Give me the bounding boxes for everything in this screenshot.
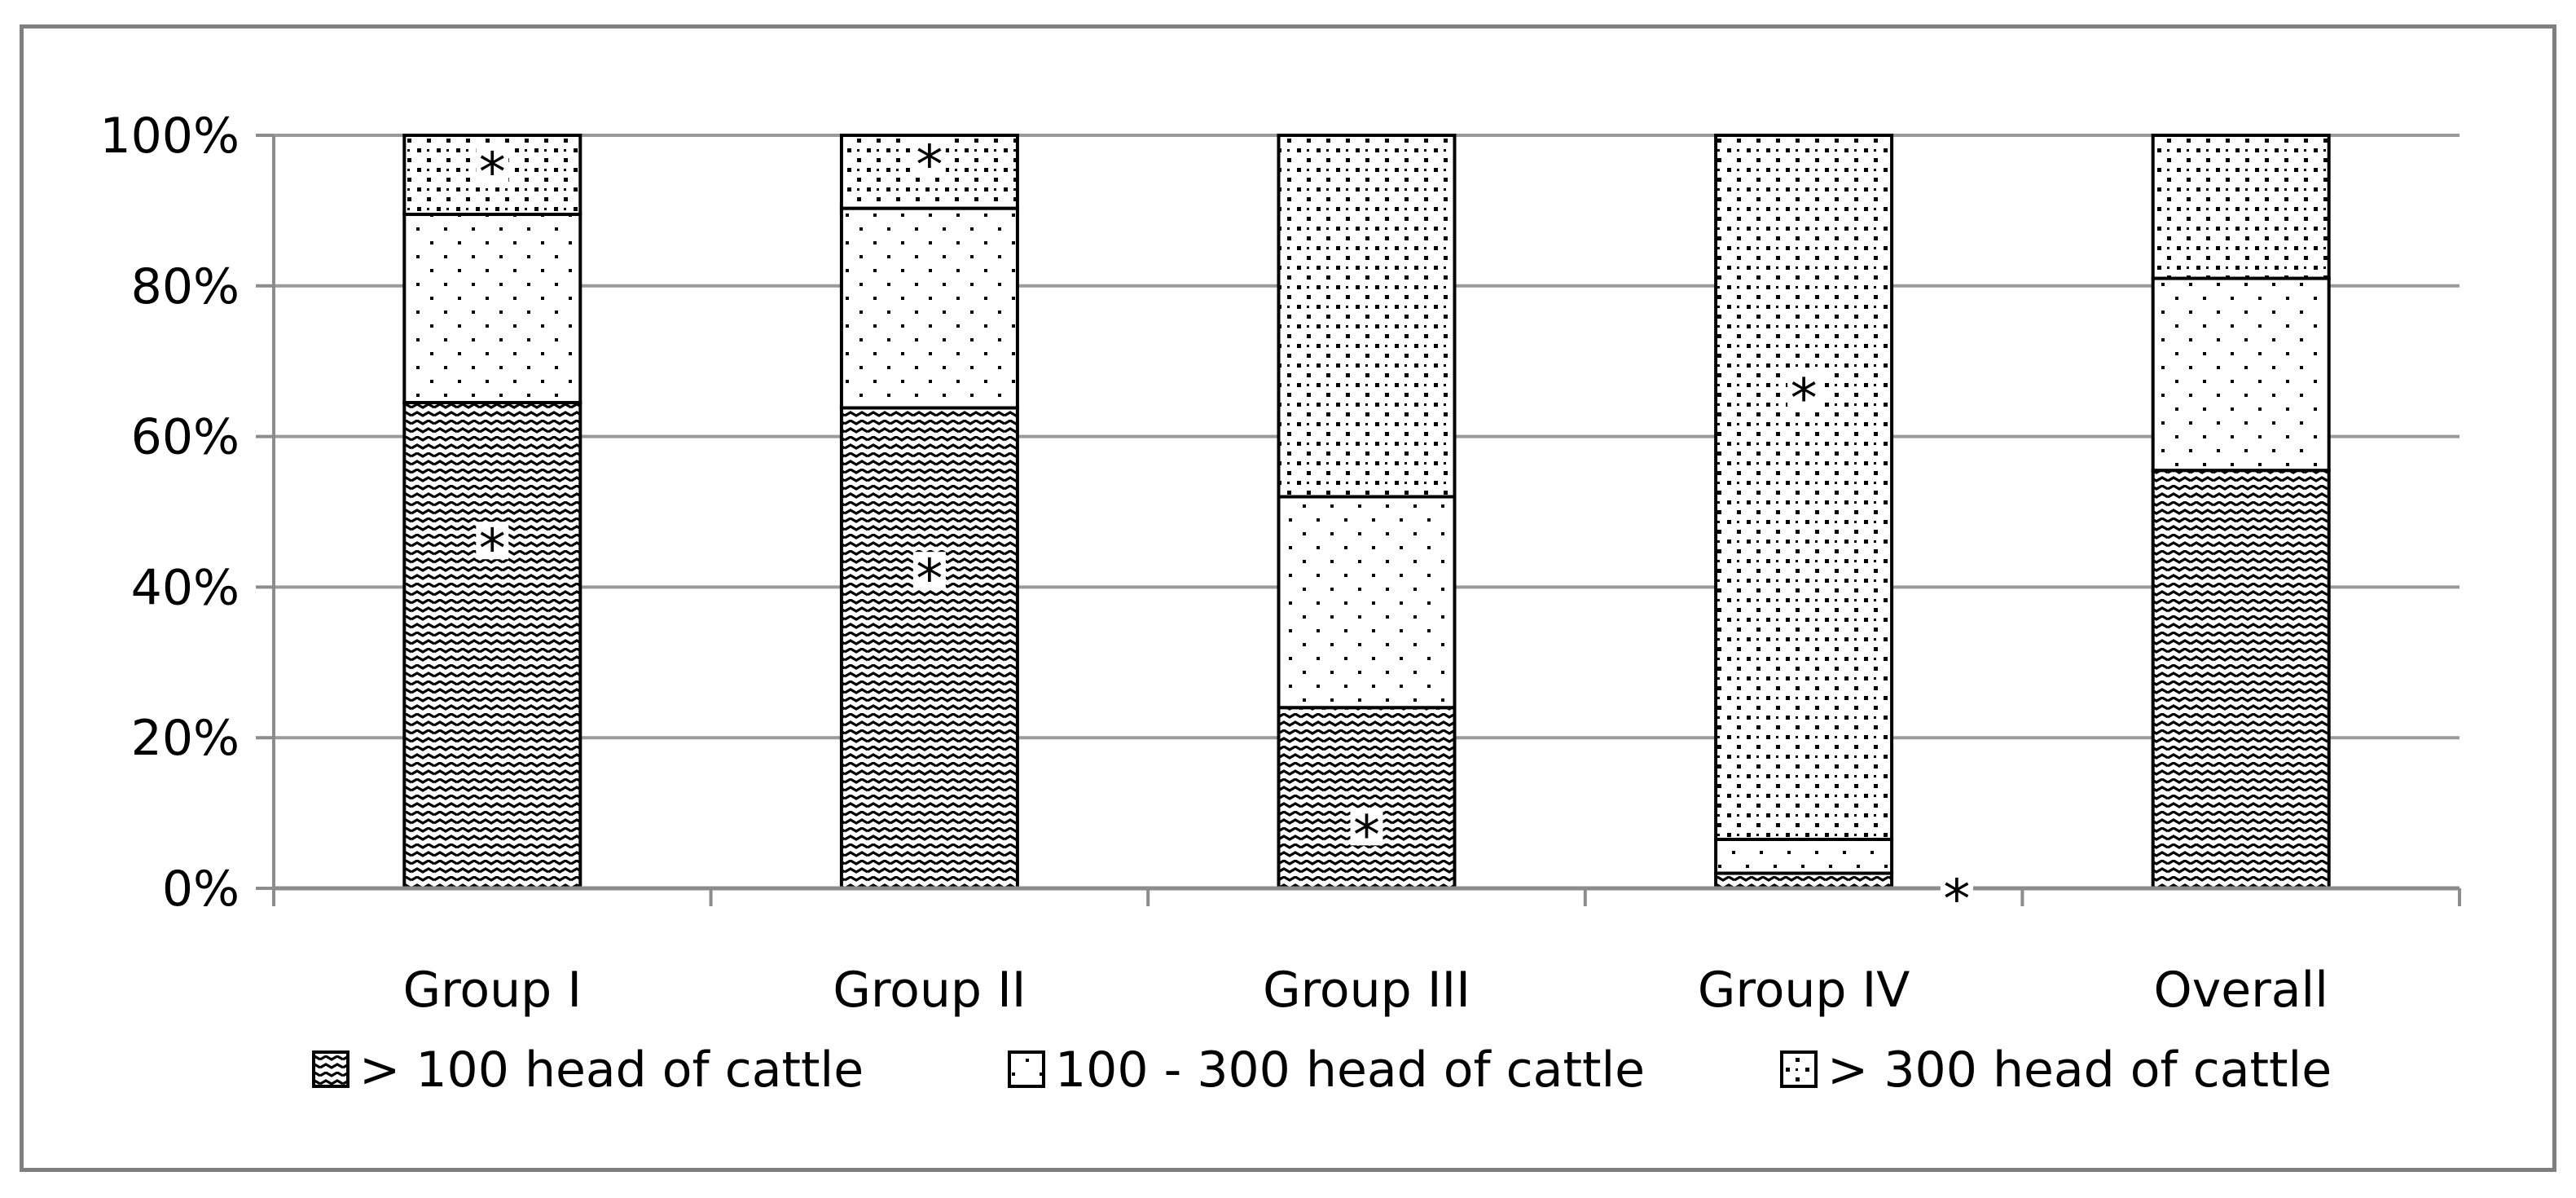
significance-marker: * (1943, 868, 1970, 931)
stacked-bar-chart: 0% 20% 40% 60% 80% 100% Group I Group II Group I… (99, 108, 2461, 1099)
marker-background (912, 137, 946, 175)
y-tick-label: 60% (131, 409, 240, 466)
significance-marker: * (916, 134, 943, 196)
marker-background (1350, 808, 1383, 846)
bar-stack (402, 134, 582, 890)
bar-segment (839, 206, 1019, 410)
x-tick-label: Group IV (1698, 962, 1910, 1019)
bar-stack (2151, 134, 2331, 890)
legend-swatch (312, 1050, 349, 1088)
marker-background (476, 145, 509, 183)
bar-segment (1277, 134, 1457, 499)
marker-background (1787, 371, 1821, 409)
bar-segment (402, 213, 582, 405)
x-tick-label: Overall (2153, 962, 2328, 1019)
bar-segment (1714, 837, 1894, 875)
significance-marker: * (479, 518, 506, 580)
bar-segment (1714, 134, 1894, 841)
significance-marker: * (1791, 367, 1818, 429)
marker-background (476, 522, 509, 560)
bars (402, 134, 2331, 891)
bar-segment (402, 401, 582, 890)
bar-stack (1714, 134, 1894, 891)
legend-swatch (1008, 1050, 1045, 1088)
bar-segment (2151, 469, 2331, 890)
significance-marker: * (1353, 804, 1380, 866)
significance-marker: * (479, 141, 506, 204)
marker-background (1940, 871, 1973, 910)
x-tick-label: Group III (1263, 962, 1470, 1019)
chart-frame: 0% 20% 40% 60% 80% 100% Group I Group II Group I… (20, 24, 2556, 1172)
significance-marker: * (916, 548, 943, 610)
significance-markers: * * * * * * * (476, 134, 1973, 931)
bar-stack (839, 134, 1019, 891)
legend-swatch (1780, 1050, 1818, 1088)
bar-stack (1277, 134, 1457, 890)
legend-label: > 100 head of cattle (359, 1042, 864, 1099)
x-tick-label: Group II (833, 962, 1026, 1019)
y-tick-label: 100% (99, 108, 240, 165)
marker-background (912, 552, 946, 590)
y-tick-label: 80% (131, 258, 240, 315)
bar-segment (1714, 871, 1894, 891)
y-tick-label: 40% (131, 559, 240, 616)
legend-label: > 300 head of cattle (1827, 1042, 2332, 1099)
y-tick-label: 0% (162, 861, 240, 918)
x-tick-label: Group I (403, 962, 582, 1019)
bar-segment (2151, 276, 2331, 473)
bar-segment (839, 406, 1019, 891)
axes: 0% 20% 40% 60% 80% 100% Group I Group II Group I… (99, 108, 2461, 1019)
bar-segment (2151, 134, 2331, 280)
bar-segment (1277, 495, 1457, 710)
bar-segment (839, 134, 1019, 210)
y-tick-label: 20% (131, 710, 240, 767)
legend-label: 100 - 300 head of cattle (1055, 1042, 1645, 1099)
legend: > 100 head of cattle 100 - 300 head of ca… (312, 1042, 2332, 1099)
